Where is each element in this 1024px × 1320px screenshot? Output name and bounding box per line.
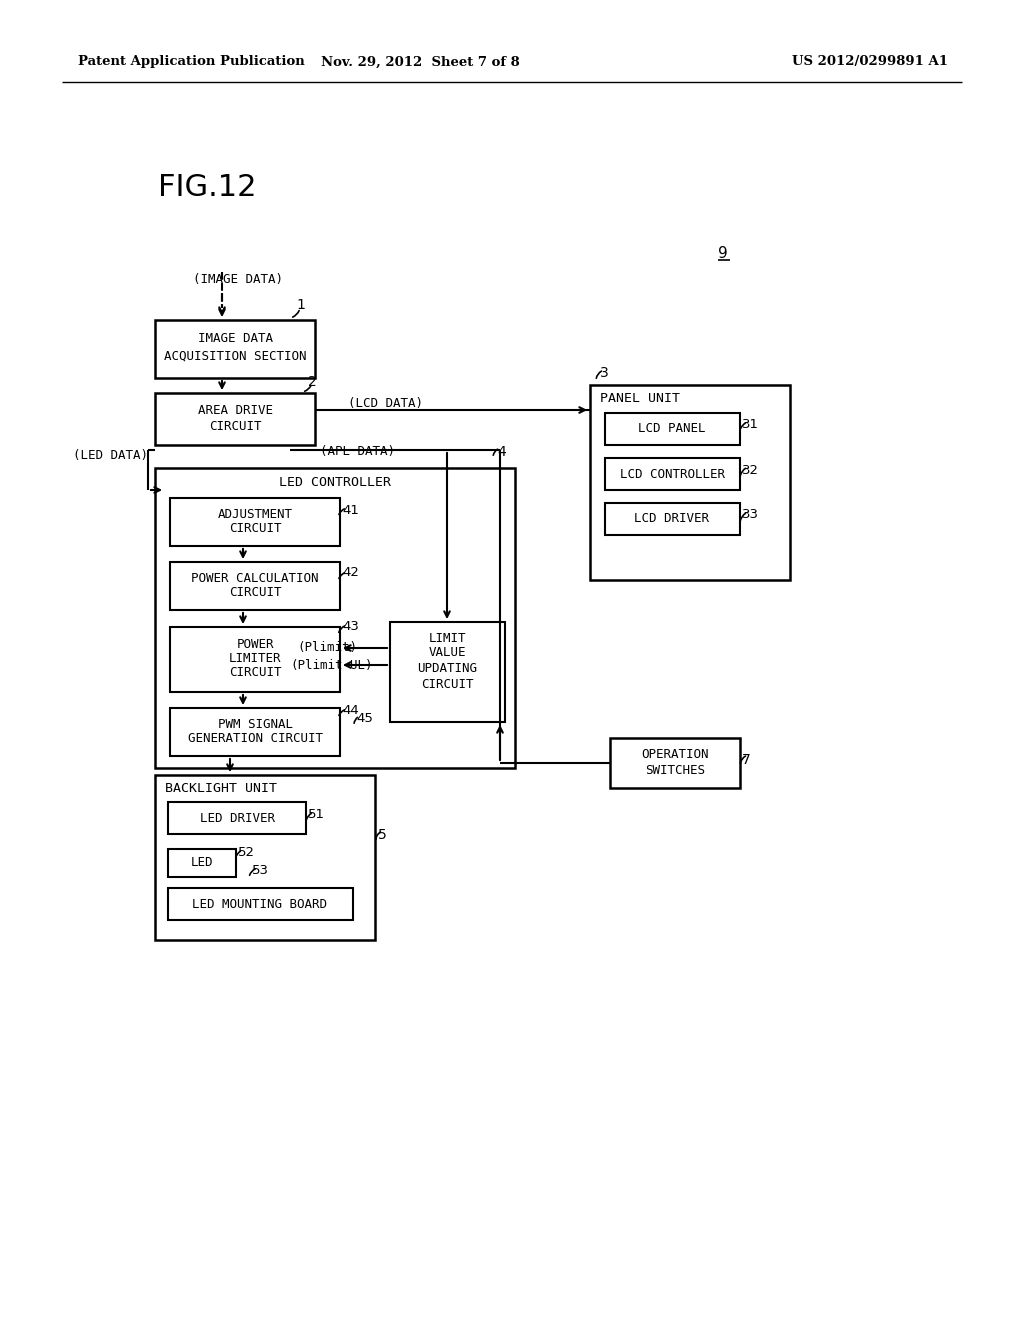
Text: 52: 52 — [238, 846, 255, 859]
Bar — [168, 849, 236, 876]
Text: IMAGE DATA: IMAGE DATA — [198, 333, 272, 346]
Text: LED MOUNTING BOARD: LED MOUNTING BOARD — [193, 898, 328, 911]
Text: 7: 7 — [742, 752, 751, 767]
Text: 44: 44 — [342, 704, 358, 717]
Bar — [605, 503, 740, 535]
Text: SWITCHES: SWITCHES — [645, 763, 705, 776]
Text: OPERATION: OPERATION — [641, 748, 709, 762]
Bar — [170, 498, 340, 546]
Bar — [155, 469, 515, 768]
Text: 42: 42 — [342, 566, 358, 579]
Text: LIMITER: LIMITER — [228, 652, 282, 664]
Text: 1: 1 — [296, 298, 305, 312]
Bar — [168, 803, 306, 834]
Text: AREA DRIVE: AREA DRIVE — [198, 404, 272, 417]
Text: Nov. 29, 2012  Sheet 7 of 8: Nov. 29, 2012 Sheet 7 of 8 — [321, 55, 519, 69]
Text: FIG.12: FIG.12 — [158, 173, 256, 202]
Text: POWER: POWER — [237, 638, 273, 651]
Bar — [170, 627, 340, 692]
Text: LCD DRIVER: LCD DRIVER — [635, 512, 710, 525]
Text: 2: 2 — [308, 375, 316, 389]
Text: 9: 9 — [718, 246, 728, 260]
Text: BACKLIGHT UNIT: BACKLIGHT UNIT — [165, 783, 278, 796]
Text: (Plimit): (Plimit) — [297, 642, 357, 655]
Text: VALUE: VALUE — [428, 645, 466, 659]
Text: 31: 31 — [742, 418, 759, 432]
Text: PWM SIGNAL: PWM SIGNAL — [217, 718, 293, 730]
Bar — [155, 319, 315, 378]
Text: CIRCUIT: CIRCUIT — [209, 420, 261, 433]
Text: PANEL UNIT: PANEL UNIT — [600, 392, 680, 405]
Bar — [155, 393, 315, 445]
Bar — [605, 458, 740, 490]
Text: LED CONTROLLER: LED CONTROLLER — [279, 475, 391, 488]
Bar — [170, 708, 340, 756]
Text: 45: 45 — [356, 711, 373, 725]
Text: 43: 43 — [342, 620, 358, 634]
Text: UPDATING: UPDATING — [417, 661, 477, 675]
Text: LED: LED — [190, 857, 213, 870]
Text: US 2012/0299891 A1: US 2012/0299891 A1 — [792, 55, 948, 69]
Text: 41: 41 — [342, 503, 358, 516]
Text: POWER CALCULATION: POWER CALCULATION — [191, 572, 318, 585]
Text: (APL DATA): (APL DATA) — [319, 446, 395, 458]
Text: 5: 5 — [378, 828, 387, 842]
Text: 32: 32 — [742, 463, 759, 477]
Text: CIRCUIT: CIRCUIT — [421, 677, 473, 690]
Text: CIRCUIT: CIRCUIT — [228, 586, 282, 599]
Bar — [155, 775, 375, 940]
Text: (Plimit-UL): (Plimit-UL) — [290, 659, 373, 672]
Text: GENERATION CIRCUIT: GENERATION CIRCUIT — [187, 733, 323, 746]
Text: LED DRIVER: LED DRIVER — [200, 812, 274, 825]
Text: (LED DATA): (LED DATA) — [73, 450, 148, 462]
Text: (LCD DATA): (LCD DATA) — [348, 396, 423, 409]
Text: 51: 51 — [308, 808, 325, 821]
Bar — [605, 413, 740, 445]
Bar — [390, 622, 505, 722]
Text: Patent Application Publication: Patent Application Publication — [78, 55, 305, 69]
Text: LCD PANEL: LCD PANEL — [638, 422, 706, 436]
Bar — [610, 738, 740, 788]
Text: LCD CONTROLLER: LCD CONTROLLER — [620, 467, 725, 480]
Text: ADJUSTMENT: ADJUSTMENT — [217, 507, 293, 520]
Bar — [168, 888, 353, 920]
Bar — [170, 562, 340, 610]
Text: ACQUISITION SECTION: ACQUISITION SECTION — [164, 350, 306, 363]
Text: LIMIT: LIMIT — [428, 631, 466, 644]
Text: CIRCUIT: CIRCUIT — [228, 667, 282, 680]
Text: CIRCUIT: CIRCUIT — [228, 523, 282, 536]
Text: 3: 3 — [600, 366, 608, 380]
Text: 4: 4 — [497, 445, 506, 459]
Bar — [590, 385, 790, 579]
Text: 53: 53 — [252, 865, 269, 878]
Text: 33: 33 — [742, 508, 759, 521]
Text: (IMAGE DATA): (IMAGE DATA) — [193, 273, 283, 286]
